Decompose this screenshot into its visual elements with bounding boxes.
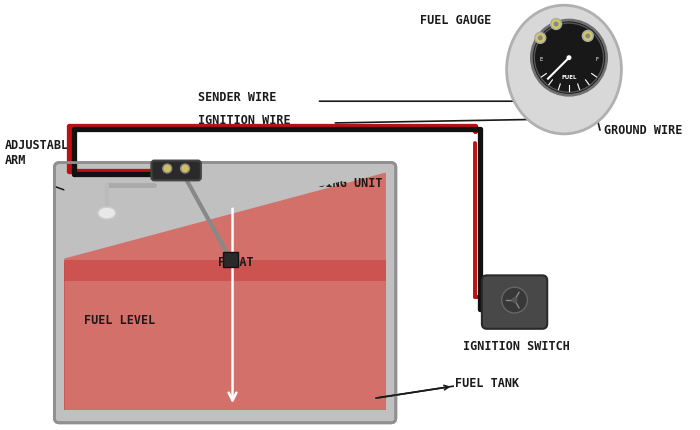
Circle shape: [531, 20, 607, 95]
Bar: [64, 264, 386, 410]
Circle shape: [566, 55, 571, 60]
Circle shape: [585, 34, 590, 38]
Polygon shape: [64, 170, 386, 249]
Circle shape: [538, 35, 542, 40]
Polygon shape: [64, 172, 386, 410]
FancyBboxPatch shape: [482, 275, 547, 329]
Circle shape: [163, 164, 172, 173]
Text: FUEL TANK: FUEL TANK: [455, 377, 519, 390]
Circle shape: [502, 287, 527, 313]
Text: E: E: [540, 57, 543, 61]
Text: FUEL: FUEL: [561, 75, 577, 80]
Text: FUEL LEVEL: FUEL LEVEL: [84, 314, 155, 327]
Text: F: F: [595, 57, 598, 61]
Circle shape: [512, 297, 517, 303]
Circle shape: [535, 32, 546, 43]
Text: FUEL GAUGE: FUEL GAUGE: [419, 14, 491, 27]
Text: ADJUSTABLE
ARM: ADJUSTABLE ARM: [5, 138, 76, 167]
Ellipse shape: [98, 207, 116, 219]
Text: IGNITION SWITCH: IGNITION SWITCH: [463, 340, 570, 353]
Text: SENDING UNIT: SENDING UNIT: [297, 177, 382, 190]
Bar: [64, 260, 386, 281]
Circle shape: [551, 18, 561, 30]
Circle shape: [554, 22, 559, 27]
FancyBboxPatch shape: [55, 163, 396, 423]
Circle shape: [582, 31, 593, 41]
Ellipse shape: [507, 5, 622, 134]
Circle shape: [181, 164, 190, 173]
Text: GROUND WIRE: GROUND WIRE: [603, 124, 682, 138]
FancyBboxPatch shape: [151, 160, 201, 180]
Text: SENDER WIRE: SENDER WIRE: [198, 91, 276, 104]
Text: IGNITION WIRE: IGNITION WIRE: [198, 114, 290, 127]
Text: FLOAT: FLOAT: [218, 256, 253, 269]
